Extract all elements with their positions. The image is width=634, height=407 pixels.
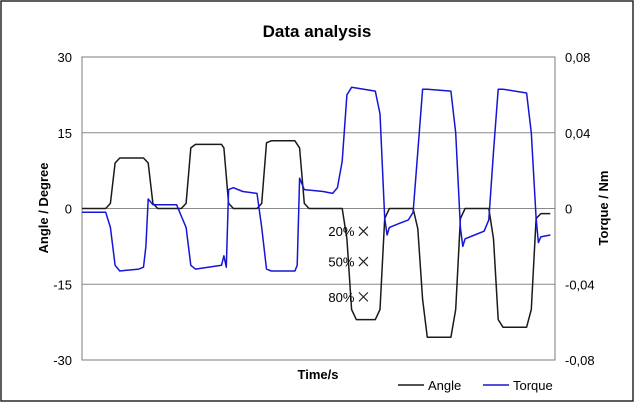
annotation-label: 80% [328,290,354,305]
annotation-marker [358,256,369,267]
cross-mark-stroke [358,226,369,237]
y-tick-label: 0 [65,202,72,217]
y-tick-label: -15 [53,277,72,292]
legend: Angle Torque [398,378,553,393]
series-line-torque [82,86,551,272]
annotation-label: 50% [328,255,354,270]
annotation-marker [358,226,369,237]
y-tick-label: 15 [58,126,72,141]
chart-title: Data analysis [263,22,372,41]
cross-mark-stroke [358,291,369,302]
y-tick-label: -30 [53,353,72,368]
y2-tick-label: -0,08 [565,353,595,368]
x-axis-label: Time/s [298,367,339,382]
series-layer [82,86,551,339]
y-axis-label: Angle / Degree [36,162,51,253]
y2-tick-label: 0,04 [565,126,590,141]
series-line-angle [82,140,551,339]
annotation-label: 20% [328,224,354,239]
legend-label-angle: Angle [428,378,461,393]
annotation-marker [358,291,369,302]
y2-tick-label: -0,04 [565,277,595,292]
cross-mark-stroke [358,256,369,267]
y-tick-label: 30 [58,50,72,65]
annotations: 20% 50% 80% [328,224,369,305]
y2-axis-label: Torque / Nm [596,171,611,246]
y2-tick-label: 0 [565,202,572,217]
legend-label-torque: Torque [513,378,553,393]
left-axis-ticks: -30 -15 0 15 30 [53,50,72,368]
right-axis-ticks: -0,08 -0,04 0 0,04 0,08 [565,50,595,368]
y2-tick-label: 0,08 [565,50,590,65]
